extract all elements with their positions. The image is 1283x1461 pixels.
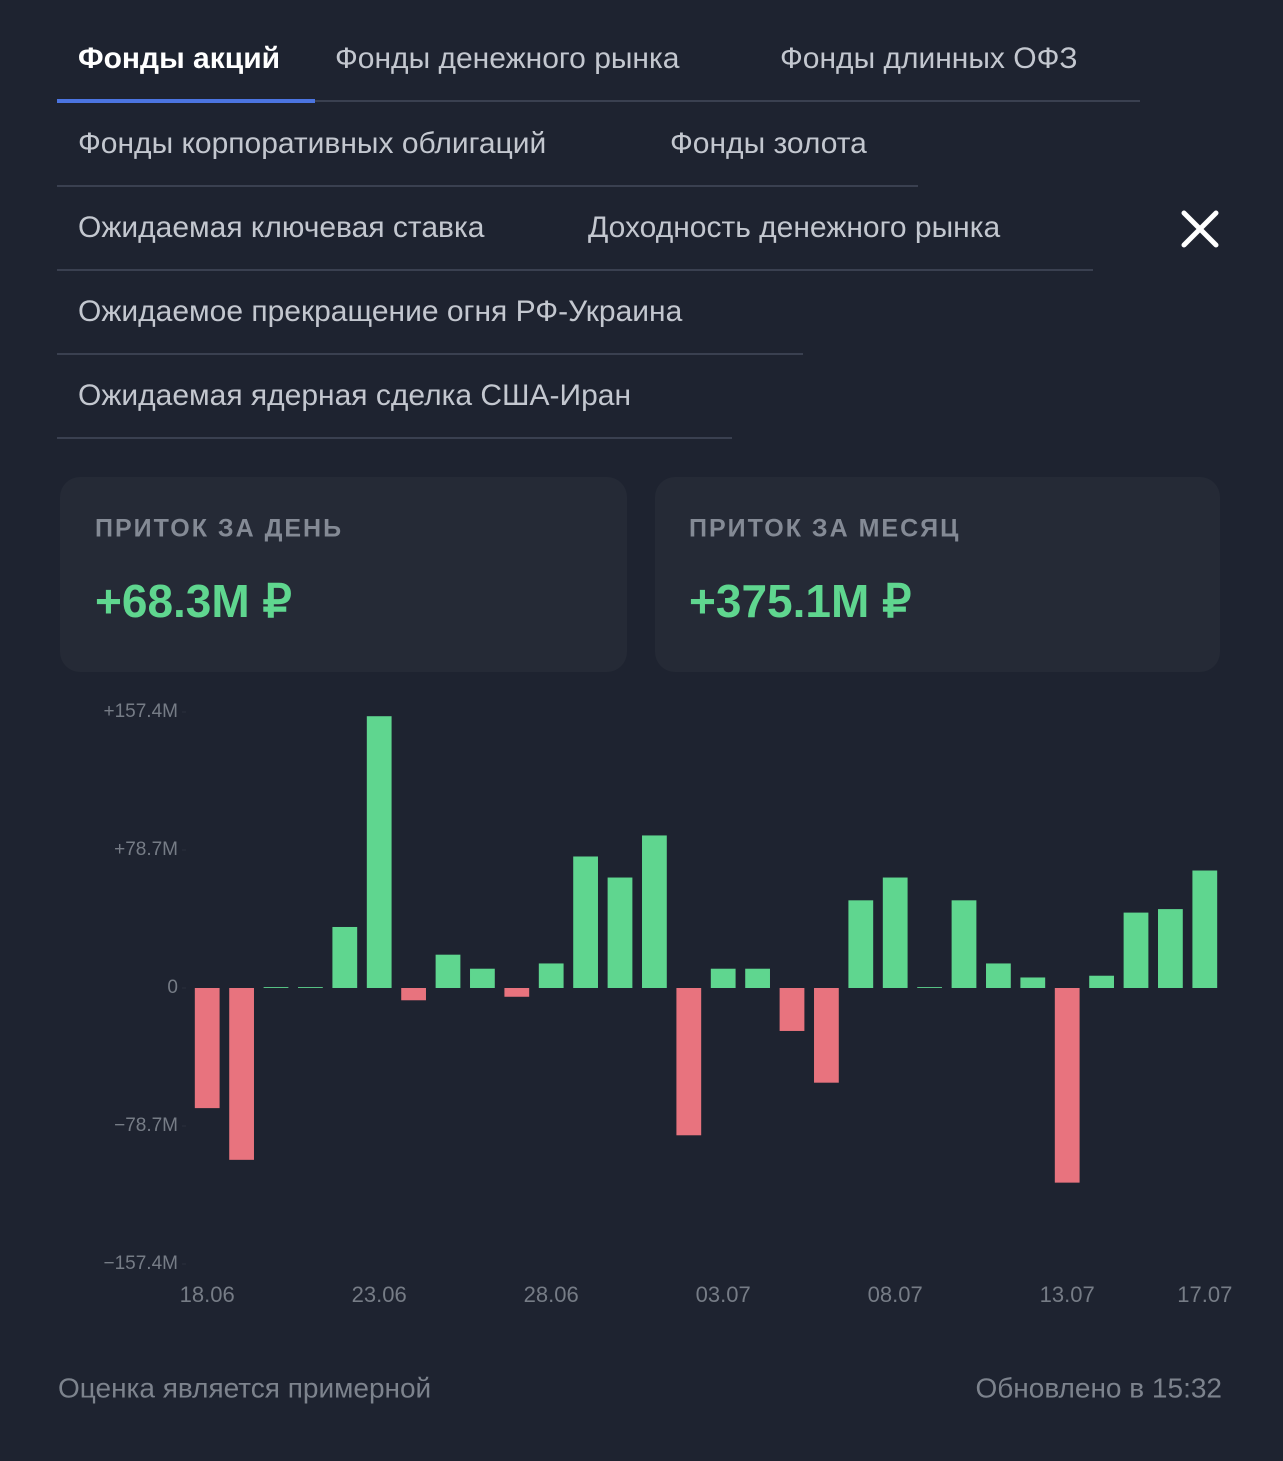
y-tick-label: −78.7M (114, 1115, 178, 1136)
close-button[interactable] (1181, 210, 1219, 248)
tab[interactable]: Фонды корпоративных облигаций (78, 127, 546, 160)
tab[interactable]: Ожидаемая ключевая ставка (78, 211, 485, 244)
card-label: ПРИТОК ЗА МЕСЯЦ (689, 515, 960, 543)
bar (573, 856, 598, 988)
bar (642, 835, 667, 988)
bar (435, 954, 461, 988)
tab[interactable]: Ожидаемое прекращение огня РФ-Украина (78, 295, 683, 328)
card-label: ПРИТОК ЗА ДЕНЬ (95, 515, 343, 543)
bar (1123, 912, 1149, 988)
x-tick-label: 17.07 (1177, 1282, 1232, 1307)
y-tick-label: +157.4M (104, 701, 178, 722)
y-tick-label: +78.7M (114, 839, 178, 860)
bar (951, 900, 977, 988)
x-tick-label: 18.06 (180, 1282, 235, 1307)
tab[interactable]: Фонды длинных ОФЗ (780, 42, 1078, 75)
bar (745, 968, 770, 988)
bar (194, 988, 220, 1109)
y-tick-label: 0 (167, 977, 178, 998)
bar (1089, 975, 1114, 988)
tab[interactable]: Фонды денежного рынка (335, 42, 680, 75)
bar (366, 716, 392, 988)
bar (401, 988, 426, 1001)
x-tick-label: 13.07 (1040, 1282, 1095, 1307)
bar (848, 900, 874, 988)
bar (1158, 909, 1183, 988)
bar (917, 987, 942, 988)
bar (607, 877, 633, 988)
card-value: +375.1M ₽ (689, 575, 911, 627)
bar (1192, 870, 1218, 988)
card (60, 477, 627, 672)
bar (263, 987, 289, 988)
bar (779, 988, 805, 1031)
x-tick-label: 28.06 (524, 1282, 579, 1307)
tab[interactable]: Доходность денежного рынка (588, 211, 1000, 244)
footer-updated: Обновлено в 15:32 (975, 1372, 1222, 1403)
tab[interactable]: Ожидаемая ядерная сделка США-Иран (78, 379, 631, 412)
bar (1020, 977, 1046, 988)
bar (710, 968, 736, 988)
card (655, 477, 1220, 672)
tab[interactable]: Фонды акций (78, 42, 280, 75)
x-tick-label: 23.06 (352, 1282, 407, 1307)
card-value: +68.3M ₽ (95, 575, 292, 627)
bar (882, 877, 908, 988)
footer-note: Оценка является примерной (58, 1372, 431, 1403)
x-tick-label: 03.07 (696, 1282, 751, 1307)
bar (298, 987, 323, 988)
y-tick-label: −157.4M (104, 1253, 178, 1274)
bar (986, 963, 1011, 988)
tab[interactable]: Фонды золота (670, 127, 867, 160)
x-tick-label: 08.07 (868, 1282, 923, 1307)
bar (538, 963, 564, 988)
bar (229, 988, 254, 1160)
bar (1054, 988, 1080, 1183)
bar (504, 988, 530, 997)
bar (332, 926, 358, 988)
bar (814, 988, 839, 1083)
bar (676, 988, 702, 1136)
bar (470, 968, 495, 988)
